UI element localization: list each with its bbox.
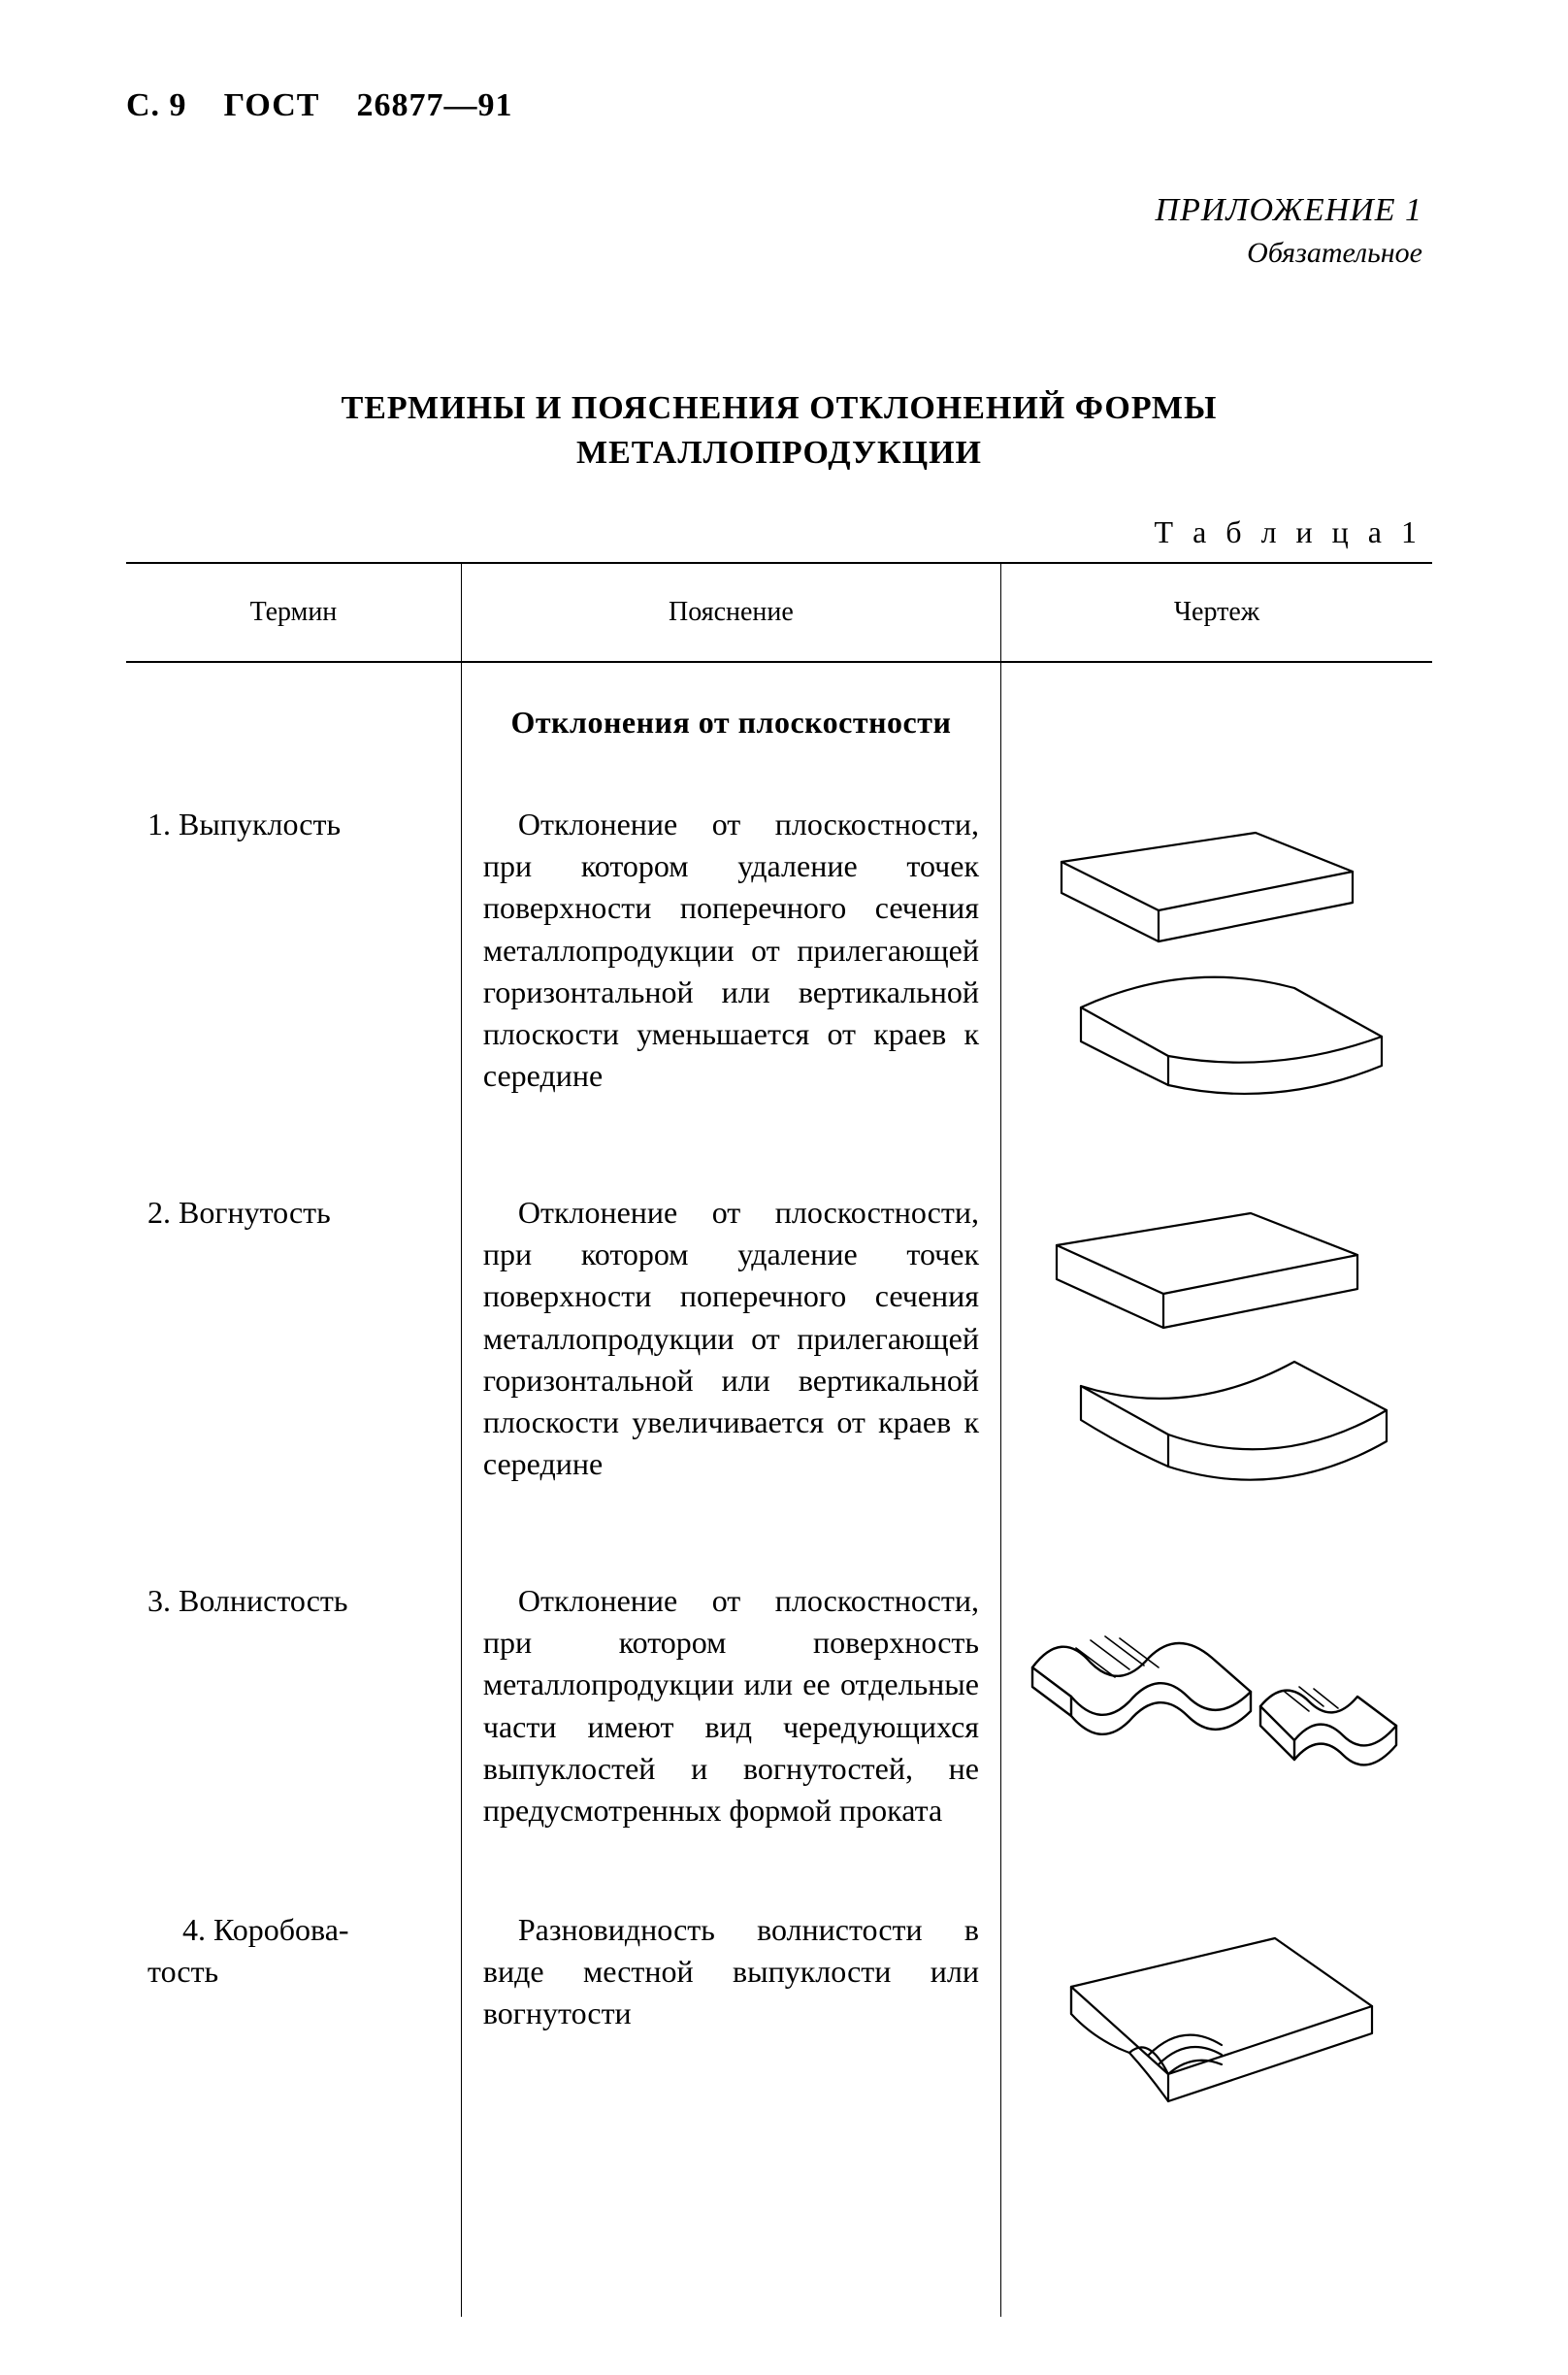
appendix-block: ПРИЛОЖЕНИЕ 1 Обязательное	[126, 192, 1432, 270]
explanation-text: Разновидность волнистости в виде местной…	[483, 1909, 979, 2035]
table-header-row: Термин Пояснение Чертеж	[126, 563, 1432, 662]
drawing-cell	[1000, 1153, 1432, 1541]
drawing-waviness-icon	[1023, 1580, 1411, 1794]
table-row: 3. Волнистость Отклонение от плоскостнос…	[126, 1541, 1432, 1870]
col-header-drawing: Чертеж	[1000, 563, 1432, 662]
spacer-row	[126, 2200, 1432, 2317]
term-cell: 1. Выпуклость	[126, 765, 461, 1153]
term-cell: 2. Вогнутость	[126, 1153, 461, 1541]
drawing-cell	[1000, 1870, 1432, 2200]
explanation-text: Отклонение от плоскостности, при котором…	[483, 804, 979, 1097]
table-row: 4. Коробова- тость Разновидность волнист…	[126, 1870, 1432, 2200]
term-line1: 4. Коробова-	[147, 1909, 349, 1951]
main-title: ТЕРМИНЫ И ПОЯСНЕНИЯ ОТКЛОНЕНИЙ ФОРМЫ МЕТ…	[126, 386, 1432, 476]
term-line2: тость	[147, 1954, 218, 1989]
section-title: Отклонения от плоскостности	[461, 662, 1000, 765]
appendix-title: ПРИЛОЖЕНИЕ 1	[126, 192, 1422, 229]
table-label: Т а б л и ц а 1	[126, 514, 1432, 550]
table-row: 2. Вогнутость Отклонение от плоскостност…	[126, 1153, 1432, 1541]
standard-number: 26877—91	[356, 87, 512, 123]
section-row: Отклонения от плоскостности	[126, 662, 1432, 765]
term-cell: 3. Волнистость	[126, 1541, 461, 1870]
standard-code: ГОСТ	[224, 87, 320, 123]
drawing-cell	[1000, 765, 1432, 1153]
col-header-explanation: Пояснение	[461, 563, 1000, 662]
explanation-text: Отклонение от плоскостности, при котором…	[483, 1192, 979, 1485]
explanation-text: Отклонение от плоскостности, при котором…	[483, 1580, 979, 1831]
drawing-convex-icon	[1032, 804, 1401, 1114]
terms-table: Термин Пояснение Чертеж Отклонения от пл…	[126, 562, 1432, 2317]
term-cell: 4. Коробова- тость	[126, 1870, 461, 2200]
drawing-concave-icon	[1032, 1192, 1401, 1502]
table-row: 1. Выпуклость Отклонение от плоскостност…	[126, 765, 1432, 1153]
title-line-2: МЕТАЛЛОПРОДУКЦИИ	[576, 435, 982, 471]
drawing-warping-icon	[1042, 1909, 1391, 2161]
title-line-1: ТЕРМИНЫ И ПОЯСНЕНИЯ ОТКЛОНЕНИЙ ФОРМЫ	[342, 390, 1218, 426]
drawing-cell	[1000, 1541, 1432, 1870]
appendix-subtitle: Обязательное	[126, 237, 1422, 270]
page-number: С. 9	[126, 87, 187, 123]
col-header-term: Термин	[126, 563, 461, 662]
page-header: С. 9 ГОСТ 26877—91	[126, 87, 1432, 124]
